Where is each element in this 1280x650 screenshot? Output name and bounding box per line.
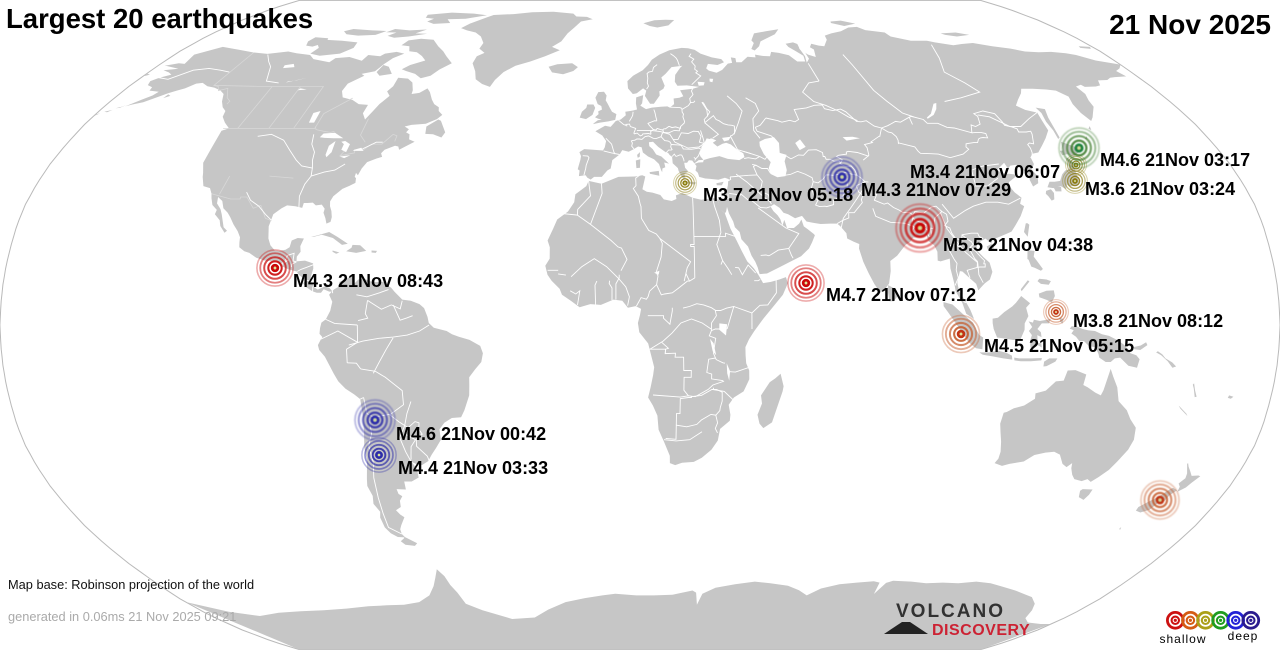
svg-text:VOLCANO: VOLCANO: [896, 601, 1005, 622]
svg-text:M4.4 21Nov 03:33: M4.4 21Nov 03:33: [398, 458, 548, 478]
svg-text:M5.5 21Nov 04:38: M5.5 21Nov 04:38: [943, 235, 1093, 255]
svg-text:DISCOVERY: DISCOVERY: [932, 622, 1030, 639]
svg-text:M3.7 21Nov 05:18: M3.7 21Nov 05:18: [703, 185, 853, 205]
svg-text:M3.4 21Nov 06:07: M3.4 21Nov 06:07: [910, 162, 1060, 182]
svg-text:M4.5 21Nov 05:15: M4.5 21Nov 05:15: [984, 336, 1134, 356]
svg-text:M4.3 21Nov 07:29: M4.3 21Nov 07:29: [861, 180, 1011, 200]
svg-text:M4.6 21Nov 03:17: M4.6 21Nov 03:17: [1100, 150, 1250, 170]
svg-text:M4.3 21Nov 08:43: M4.3 21Nov 08:43: [293, 271, 443, 291]
svg-text:M4.7 21Nov 07:12: M4.7 21Nov 07:12: [826, 285, 976, 305]
svg-text:M3.6 21Nov 03:24: M3.6 21Nov 03:24: [1085, 179, 1235, 199]
svg-text:M4.6 21Nov 00:42: M4.6 21Nov 00:42: [396, 424, 546, 444]
svg-text:M3.8 21Nov 08:12: M3.8 21Nov 08:12: [1073, 311, 1223, 331]
